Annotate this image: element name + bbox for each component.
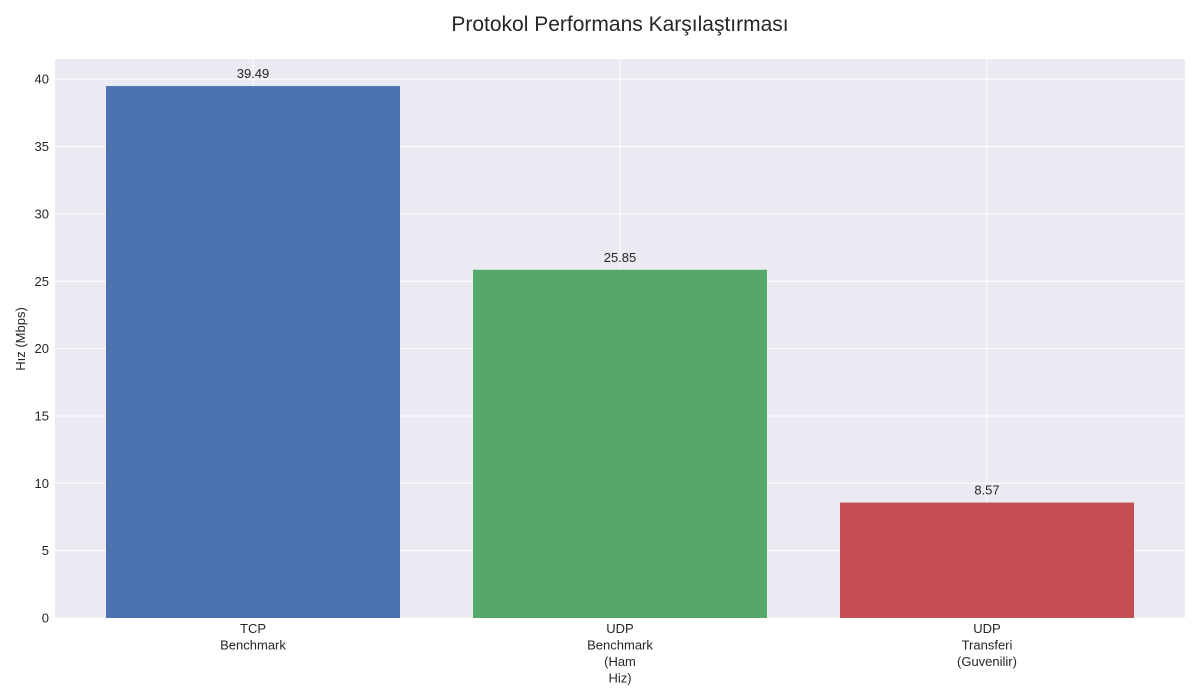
y-tick-label: 0: [42, 611, 49, 626]
y-tick-label: 20: [35, 341, 49, 356]
bars: [106, 86, 1134, 618]
data-labels: 39.49 25.85 8.57: [237, 66, 1000, 497]
x-tick-label: UDP Benchmark (Ham Hiz): [587, 621, 653, 686]
y-axis-ticks: 0 5 10 15 20 25 30 35 40: [35, 72, 49, 626]
x-axis-ticks: TCP Benchmark UDP Benchmark (Ham Hiz) UDP Trans…: [220, 621, 1017, 686]
y-tick-label: 30: [35, 206, 49, 221]
bar-value-label: 25.85: [604, 250, 637, 265]
chart-title: Protokol Performans Karşılaştırması: [451, 13, 788, 36]
y-tick-label: 5: [42, 543, 49, 558]
y-tick-label: 25: [35, 274, 49, 289]
bar-value-label: 39.49: [237, 66, 270, 81]
y-tick-label: 40: [35, 72, 49, 87]
y-axis-label: Hız (Mbps): [13, 307, 28, 371]
y-tick-label: 35: [35, 139, 49, 154]
y-tick-label: 10: [35, 476, 49, 491]
bar: [106, 86, 400, 618]
x-tick-label: UDP Transferi (Guvenilir): [957, 621, 1017, 669]
bar: [473, 269, 767, 618]
x-tick-label: TCP Benchmark: [220, 621, 286, 653]
bar-value-label: 8.57: [974, 483, 999, 498]
bar: [840, 502, 1134, 618]
y-tick-label: 15: [35, 408, 49, 423]
